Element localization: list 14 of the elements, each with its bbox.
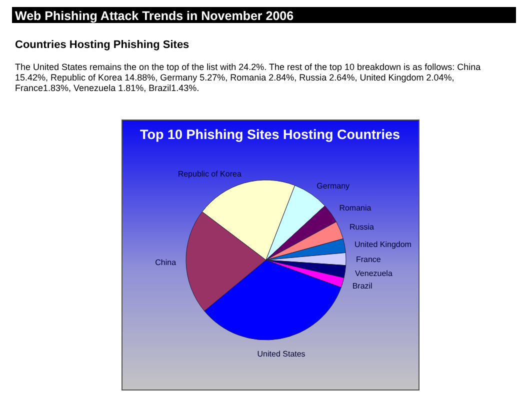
chart-title: Top 10 Phishing Sites Hosting Countries [140,127,400,142]
slice-label: Venezuela [355,269,393,278]
slice-label: China [155,258,177,267]
slice-label: Russia [349,222,374,232]
slice-label: Brazil [352,281,373,290]
slice-label: United States [257,350,306,359]
slice-label: France [356,254,382,264]
text: The United States remains the on the top of the list with 24.2%. The rest of the top 10 breakdown is as follows: China 15.42%, Republic of Korea 14.88%, Germany 5.27%, Romania 2.84%, Russia 2.64%, United Kingdom 2.04%, France1.83%, Venezuela 1.81%, Brazil1.43%. [15,62,481,93]
slice-label: Germany [316,182,350,191]
slice-label: Romania [339,204,372,213]
slice-label: United Kingdom [354,240,412,249]
text: Countries Hosting Phishing Sites [15,39,190,51]
text: Web Phishing Attack Trends in November 2006 [15,9,294,23]
slice-label: Republic of Korea [178,169,242,178]
